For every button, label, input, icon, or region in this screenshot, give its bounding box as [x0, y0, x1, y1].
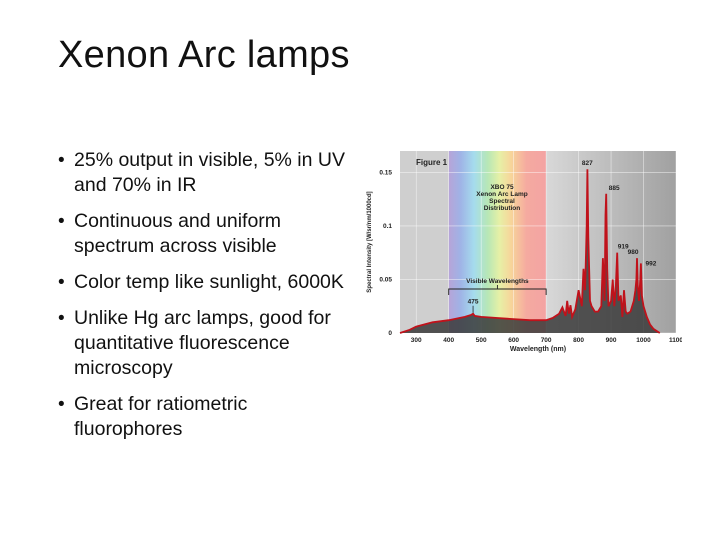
bullet-text: Great for ratiometric fluorophores [74, 393, 248, 440]
y-tick-label: 0.1 [383, 223, 392, 230]
bullet-text: Color temp like sunlight, 6000K [74, 271, 344, 293]
y-tick-label: 0.05 [379, 276, 392, 283]
peak-label: 980 [628, 249, 639, 256]
y-axis-label: Spectral Intensity [W/sr/nm/1000cd] [367, 191, 373, 292]
peak-label: 919 [618, 244, 629, 251]
y-tick-label: 0.15 [379, 169, 392, 176]
x-tick-label: 900 [606, 337, 617, 344]
bullet-item: • Unlike Hg arc lamps, good for quantitat… [58, 306, 358, 381]
visible-band-label: Visible Wavelengths [466, 278, 529, 285]
y-tick-label: 0 [388, 330, 392, 337]
bullet-dot: • [58, 394, 65, 415]
x-tick-label: 800 [573, 337, 584, 344]
figure-subtitle: XBO 75 Xenon Arc Lamp Spectral Distribution [476, 184, 527, 212]
spectrum-chart: 300 400 500 600 700 800 900 1000 1100 0 0.05 0.1 0.1… [367, 151, 683, 353]
x-tick-label: 400 [443, 337, 454, 344]
bullet-dot: • [58, 150, 65, 171]
bullet-item: • Color temp like sunlight, 6000K [58, 270, 358, 295]
x-tick-label: 500 [476, 337, 487, 344]
visible-bracket [448, 285, 547, 295]
x-axis-label: Wavelength (nm) [510, 346, 566, 353]
bullet-item: • 25% output in visible, 5% in UV and 70%… [58, 148, 358, 198]
x-tick-label: 700 [541, 337, 552, 344]
peak-label: 885 [609, 185, 620, 192]
x-tick-label: 1000 [636, 337, 651, 344]
bullet-text: Unlike Hg arc lamps, good for quantitati… [74, 307, 331, 379]
bullet-text: Continuous and uniform spectrum across v… [74, 210, 282, 257]
peak-label: 827 [582, 160, 593, 167]
bullet-item: • Great for ratiometric fluorophores [58, 392, 358, 442]
peak-label: 992 [646, 260, 657, 267]
bullet-text: 25% output in visible, 5% in UV and 70% … [74, 149, 345, 196]
spectrum-line [399, 169, 661, 334]
peak-label: 475 [468, 299, 479, 306]
visible-band [448, 151, 547, 333]
bullet-list: • 25% output in visible, 5% in UV and 70%… [58, 148, 358, 453]
x-tick-label: 600 [508, 337, 519, 344]
x-tick-label: 300 [411, 337, 422, 344]
x-tick-label: 1100 [669, 337, 682, 344]
uv-band [400, 151, 449, 333]
figure-title: Figure 1 [416, 158, 448, 167]
bullet-dot: • [58, 211, 65, 232]
slide-title: Xenon Arc lamps [58, 34, 350, 76]
bullet-dot: • [58, 272, 65, 293]
bullet-item: • Continuous and uniform spectrum across … [58, 209, 358, 259]
spectrum-area [400, 169, 660, 333]
bullet-dot: • [58, 308, 65, 329]
spectrum-figure: 300 400 500 600 700 800 900 1000 1100 0 0.05 0.1 0.1… [362, 143, 683, 368]
